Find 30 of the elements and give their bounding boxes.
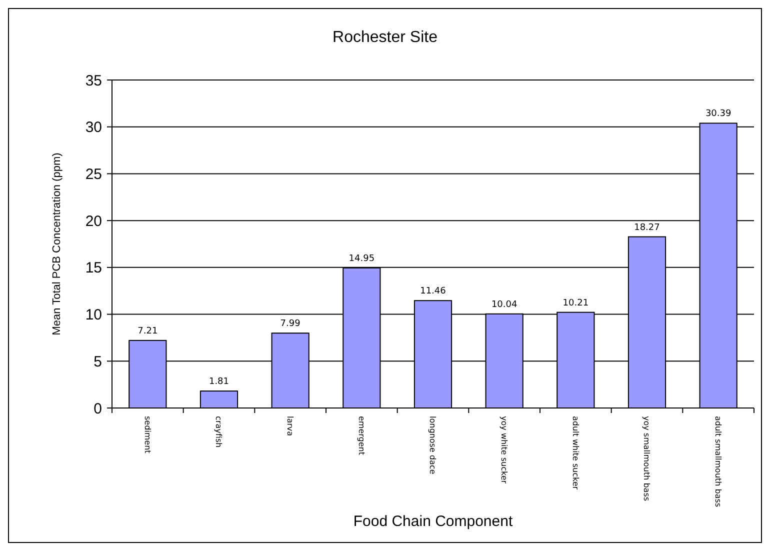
data-label: 10.21 (562, 298, 589, 308)
x-tick-label: yoy smallmouth bass (642, 416, 652, 502)
x-tick-label: adult white sucker (570, 416, 580, 490)
y-tick-label: 0 (94, 400, 102, 418)
data-label: 18.27 (634, 222, 660, 233)
y-tick-label: 10 (85, 306, 102, 324)
chart-title: Rochester Site (332, 29, 438, 46)
y-tick-label: 35 (85, 72, 102, 90)
data-label: 1.81 (208, 377, 230, 388)
y-tick-label: 5 (94, 353, 102, 370)
data-label: 7.21 (138, 326, 158, 336)
data-label: 7.99 (280, 319, 301, 330)
y-tick-label: 30 (85, 119, 102, 136)
x-tick-label: larva (286, 416, 295, 436)
x-tick-label: emergent (356, 416, 366, 455)
data-label: 11.46 (420, 286, 446, 297)
x-tick-label: adult smallmouth bass (714, 416, 723, 508)
y-axis-title: Mean Total PCB Concentration (ppm) (51, 152, 63, 336)
data-label: 10.04 (491, 300, 518, 310)
y-tick-label: 25 (85, 166, 102, 183)
x-axis-title: Food Chain Component (353, 513, 514, 530)
x-tick-label: longnose dace (428, 416, 438, 474)
x-tick-label: sediment (142, 416, 152, 454)
x-tick-label: crayfish (214, 416, 224, 448)
bar (200, 390, 238, 408)
y-tick-label: 15 (85, 260, 102, 277)
data-label: 30.39 (705, 109, 732, 120)
x-tick-label: yoy white sucker (500, 416, 509, 484)
data-label: 14.95 (348, 254, 375, 264)
y-tick-label: 20 (85, 212, 102, 230)
